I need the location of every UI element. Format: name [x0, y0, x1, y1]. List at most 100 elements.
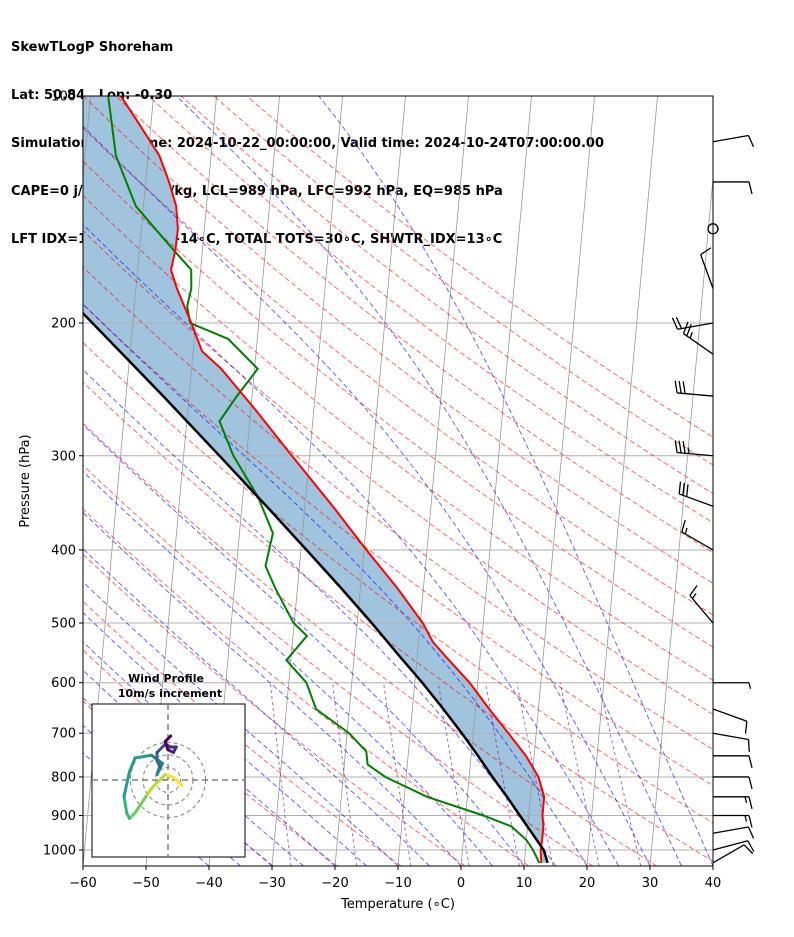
station-title: SkewTLogP Shoreham — [11, 40, 174, 55]
moist-adiabat-line — [83, 223, 619, 866]
barb-flag — [678, 380, 682, 394]
dewpoint-line — [107, 96, 541, 864]
x-tick-label: −10 — [384, 876, 411, 891]
moist-adiabat-line — [83, 303, 588, 866]
mixing-ratio-lines — [269, 682, 642, 866]
hodograph-segment — [172, 775, 184, 787]
hodograph-trace — [122, 734, 184, 820]
wind-barb — [713, 755, 753, 768]
x-tick-label: −50 — [132, 876, 159, 891]
barb-shaft — [677, 322, 714, 330]
barb-shaft — [712, 826, 749, 834]
moist-adiabat-line — [83, 470, 493, 866]
barb-flag — [689, 585, 698, 596]
x-axis-label: Temperature (∘C) — [340, 897, 455, 912]
wind-barb — [712, 708, 748, 734]
moist-adiabat-line — [83, 548, 430, 866]
moist-adiabat-line — [176, 96, 682, 866]
profile-lines — [83, 96, 549, 864]
barb-half-flag — [744, 796, 748, 803]
hodograph-segment — [133, 753, 153, 760]
barb-flag — [748, 815, 753, 828]
barb-shaft — [689, 595, 714, 624]
isotherm-lines — [83, 96, 713, 866]
barb-flag — [674, 440, 678, 453]
wind-barb — [712, 826, 755, 839]
y-tick-label: 100 — [51, 90, 76, 105]
dry-adiabat-line — [83, 600, 402, 866]
dry-adiabat-line — [83, 230, 713, 716]
barb-shaft — [712, 134, 749, 143]
mixing-ratio-line — [485, 682, 520, 866]
hodograph-segment — [155, 773, 167, 785]
barb-flag — [748, 755, 753, 768]
dry-adiabat-line — [83, 381, 713, 862]
x-tick-label: −40 — [195, 876, 222, 891]
barb-shaft — [712, 844, 745, 864]
barb-half-flag — [744, 815, 748, 822]
x-tick-label: 40 — [705, 876, 722, 891]
barb-flag — [700, 247, 712, 256]
dry-adiabat-line — [83, 649, 338, 866]
barb-flag — [682, 441, 686, 454]
hodograph-segment — [122, 770, 131, 798]
mixing-ratio-line — [332, 682, 358, 866]
dry-adiabat-line — [83, 194, 713, 681]
barb-flag — [747, 840, 755, 852]
x-tick-label: 10 — [516, 876, 533, 891]
isotherm-line — [271, 96, 343, 866]
moist-adiabat-line — [83, 612, 367, 866]
y-axis-label: Pressure (hPa) — [18, 434, 33, 527]
dry-adiabat-line — [83, 127, 713, 616]
hodograph-segment — [122, 795, 129, 815]
barb-flag — [743, 844, 754, 855]
temperature-line — [119, 96, 546, 863]
y-tick-label: 300 — [51, 449, 76, 464]
mixing-ratio-line — [383, 682, 412, 866]
wind-barb — [700, 247, 714, 289]
wind-barb — [674, 380, 714, 397]
hodograph-segment — [163, 734, 173, 743]
wind-barb — [681, 519, 714, 551]
mixing-ratio-line — [437, 682, 470, 866]
barb-half-flag — [691, 593, 697, 599]
x-axis-ticks: −60 −50 −40 −30 −20 −10 0 10 20 30 40 — [69, 866, 721, 891]
wind-barb — [713, 776, 753, 790]
dry-adiabat-line — [83, 508, 530, 866]
barb-half-flag — [748, 682, 752, 689]
wind-barb — [678, 481, 714, 507]
mixing-ratio-line — [269, 682, 292, 866]
y-tick-label: 1000 — [43, 844, 76, 859]
barb-shaft — [678, 493, 714, 507]
hodograph-segment — [144, 786, 153, 798]
wind-barb — [712, 840, 755, 852]
y-tick-label: 700 — [51, 727, 76, 742]
barb-shaft — [681, 531, 714, 551]
wind-barb — [712, 732, 750, 752]
barb-flag — [678, 481, 682, 494]
x-tick-label: −60 — [69, 876, 96, 891]
barb-shaft — [677, 392, 714, 397]
hodograph-segment — [139, 795, 148, 807]
barb-shaft — [712, 732, 749, 741]
barb-half-flag — [684, 527, 688, 535]
inset-title: Wind Profile — [128, 672, 204, 685]
barb-flag — [675, 316, 683, 329]
wind-barb — [713, 814, 753, 828]
calm-circle — [707, 223, 719, 235]
inset-subtitle: 10m/s increment — [118, 687, 222, 700]
x-tick-label: −30 — [258, 876, 285, 891]
mixing-ratio-line — [516, 682, 554, 866]
moist-adiabat-line — [83, 125, 651, 866]
barb-half-flag — [689, 332, 693, 339]
wind-barbs — [671, 134, 755, 864]
y-tick-label: 600 — [51, 676, 76, 691]
dry-adiabat-line — [83, 341, 713, 824]
moist-adiabat-line — [83, 641, 336, 866]
barb-flag — [686, 484, 689, 497]
isotherm-line — [334, 96, 406, 866]
isotherm-line — [712, 861, 713, 866]
wind-barb — [707, 223, 719, 235]
dry-adiabat-lines — [83, 96, 713, 866]
dry-adiabat-line — [83, 96, 713, 584]
